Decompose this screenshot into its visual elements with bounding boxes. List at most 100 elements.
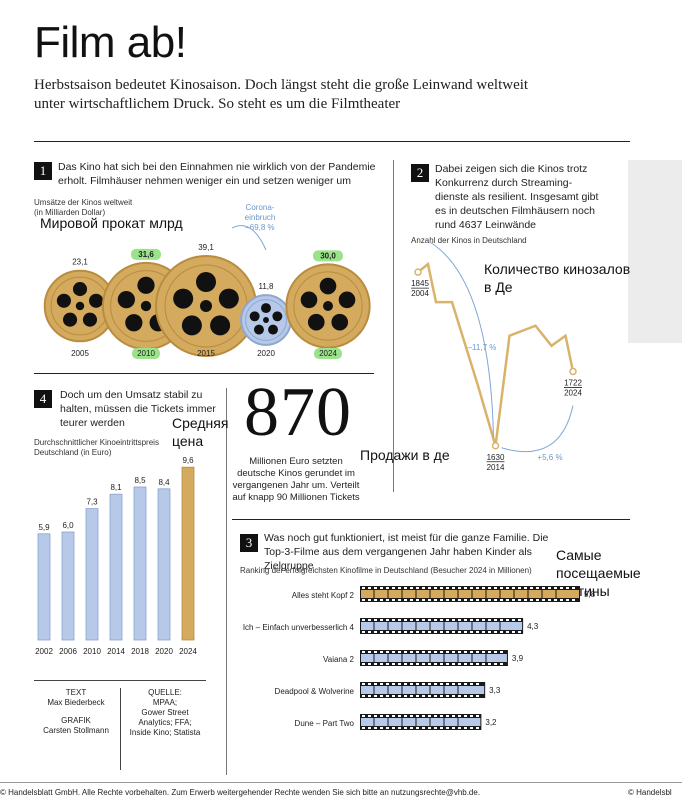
film-bar-1 [360, 618, 524, 634]
reels-chart: 23,1 2005 31,6 2010 39,1 2015 11,8 2020 30,0 2024 [43, 225, 371, 359]
point-2024 [569, 367, 577, 376]
film-value-4: 3,2 [485, 718, 497, 727]
reel-2024 [285, 263, 371, 349]
price-bar-2002 [37, 533, 51, 641]
price-value-2024: 9,6 [182, 456, 194, 465]
stat-ru-label: Продажи в де [360, 447, 450, 463]
corona-annotation: Corona- einbruch –69,8 % [244, 203, 276, 232]
price-year-2006: 2006 [59, 647, 77, 656]
point-year-2014: 2014 [487, 463, 505, 472]
price-year-2014: 2014 [107, 647, 125, 656]
point-2014 [491, 442, 500, 450]
price-value-2014: 8,1 [110, 483, 122, 492]
section4-chart-label: Durchschnittlicher Kinoeintrittspreis De… [34, 438, 159, 457]
value-label-2020: 11,8 [259, 282, 275, 291]
value-label-2005: 23,1 [72, 258, 88, 267]
price-bar-2014 [109, 493, 123, 641]
drop-arrow [429, 241, 494, 438]
film-bar-3 [360, 682, 486, 698]
value-pill-2010 [131, 248, 161, 260]
price-value-2002: 5,9 [38, 523, 50, 532]
film-title-2: Vaiana 2 [323, 655, 355, 664]
value-label-2010: 31,6 [138, 250, 154, 259]
section2-text: Dabei zeigen sich die Kinos trotz Konkur… [435, 163, 599, 231]
footer-rule [0, 782, 682, 783]
year-label-2024: 2024 [319, 349, 337, 358]
point-value-2024: 1722 [564, 378, 582, 387]
footer-copyright-right: © Handelsbl [628, 788, 672, 797]
point-year-2024: 2024 [564, 388, 582, 397]
price-value-2020: 8,4 [158, 478, 170, 487]
year-label-2005: 2005 [71, 349, 89, 358]
page-title: Film ab! [34, 18, 187, 67]
section2-number: 2 [411, 164, 429, 182]
film-title-1: Ich – Einfach unverbesserlich 4 [243, 623, 355, 632]
stat-text: Millionen Euro setzten deutsche Kinos ge… [232, 456, 360, 503]
footer-copyright: © Handelsblatt GmbH. Alle Rechte vorbeha… [0, 788, 481, 797]
reel-2005 [43, 269, 117, 343]
drop-annotation: –11,7 % [468, 343, 497, 352]
film-value-1: 4,3 [527, 622, 539, 631]
corona-arrow [231, 225, 267, 251]
price-year-2002: 2002 [35, 647, 53, 656]
divider-section2 [393, 160, 394, 492]
film-value-0: 5,8 [584, 590, 596, 599]
film-title-3: Deadpool & Wolverine [275, 687, 355, 696]
section2-chart-label: Anzahl der Kinos in Deutschland [411, 236, 527, 245]
point-value-2004: 1845 [411, 279, 429, 288]
section1-text: Das Kino hat sich bei den Einnahmen nie … [58, 161, 376, 187]
price-bar-2020 [157, 488, 171, 641]
credits-rule [34, 680, 206, 681]
ticket-price-chart: 5,9 2002 6,0 2006 7,3 2010 8,1 2014 8,5 2018 8,4 20… [35, 456, 197, 656]
rule-section1-bottom [34, 373, 374, 374]
year-pill-2024 [314, 348, 342, 359]
section3-chart-label: Ranking der erfolgreichsten Kinofilme in… [240, 566, 532, 575]
reel-2020 [240, 294, 292, 346]
credit-grafik-author: Carsten Stollmann [43, 726, 109, 735]
film-title-0: Alles steht Kopf 2 [292, 591, 355, 600]
film-bar-2 [360, 650, 508, 666]
credit-grafik-label: GRAFIK [61, 716, 91, 725]
price-value-2018: 8,5 [134, 476, 146, 485]
film-title-4: Dune – Part Two [295, 719, 355, 728]
section4-text: Doch um den Umsatz stabil zu halten, müs… [60, 389, 216, 429]
price-value-2010: 7,3 [86, 498, 98, 507]
rise-annotation: +5,6 % [537, 453, 562, 462]
divider-section4 [226, 388, 227, 775]
section3-text: Was noch gut funktioniert, ist meist für… [264, 532, 549, 572]
year-label-2020: 2020 [257, 349, 275, 358]
credit-text-label: TEXT [65, 688, 87, 697]
price-year-2020: 2020 [155, 647, 173, 656]
price-bar-2010 [85, 508, 99, 641]
price-year-2010: 2010 [83, 647, 101, 656]
section4-ru-label: Средняя цена [172, 415, 229, 449]
reel-2015 [155, 255, 257, 357]
credits-divider [120, 688, 121, 770]
section3-number: 3 [240, 534, 258, 552]
price-bar-2006 [61, 531, 75, 641]
value-label-2024: 30,0 [320, 251, 336, 260]
film-bar-0 [360, 586, 580, 602]
grey-side-panel [628, 160, 682, 343]
credit-quelle-label: QUELLE: [148, 688, 182, 697]
intro-text: Herbstsaison bedeutet Kinosaison. Doch l… [34, 77, 529, 112]
price-value-2006: 6,0 [62, 521, 74, 530]
film-value-3: 3,3 [489, 686, 501, 695]
point-year-2004: 2004 [411, 289, 429, 298]
credit-text-author: Max Biederbeck [47, 698, 105, 707]
rise-arrow [501, 405, 574, 452]
point-value-2014: 1630 [487, 453, 505, 462]
top-films-chart: Alles steht Kopf 2 5,8 Ich – Einfach unver… [243, 586, 596, 730]
section1-ru-label: Мировой прокат млрд [40, 215, 183, 231]
credit-quelle-sources: MPAA; Gower Street Analytics; FFA; Insid… [129, 698, 201, 737]
year-pill-2010 [132, 348, 160, 359]
film-bar-4 [360, 714, 482, 730]
price-year-2018: 2018 [131, 647, 149, 656]
value-label-2015: 39,1 [198, 243, 214, 252]
film-value-2: 3,9 [512, 654, 524, 663]
value-pill-2024 [313, 250, 343, 262]
top-rule [34, 141, 630, 142]
stat-value: 870 [244, 374, 352, 451]
point-2004 [414, 268, 422, 276]
